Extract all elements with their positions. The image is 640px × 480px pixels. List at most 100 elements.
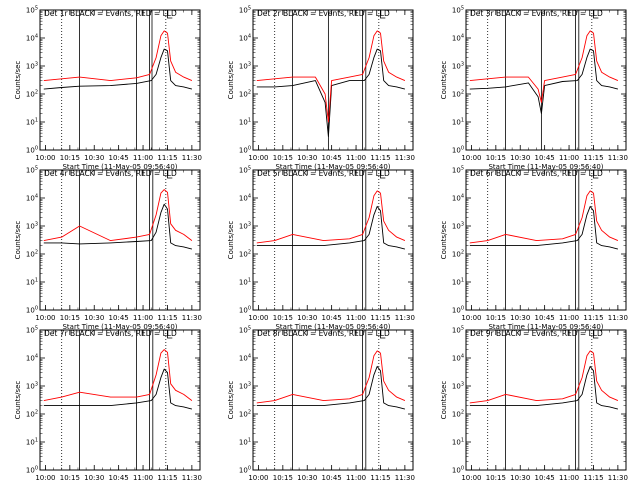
y-tick-label: 101 [452,118,464,127]
events-series-line [469,365,619,410]
x-tick-label: 11:30 [608,474,628,480]
chart-panel-2: 100 101 102 103 104 105 10:00 10:15 10:30 10:45 11… [227,6,415,172]
x-tick-label: 10:00 [461,474,481,480]
x-tick-label: 10:45 [322,314,342,322]
plot-frame [39,169,201,311]
x-tick-label: 10:00 [248,314,268,322]
y-tick-label: 100 [452,146,464,155]
x-tick-label: 11:00 [559,314,579,322]
y-tick-label: 103 [239,62,251,71]
x-tick-label: 10:45 [535,314,555,322]
x-tick-label: 11:00 [133,474,153,480]
x-tick-label: 10:30 [84,314,104,322]
x-tick-label: 11:00 [346,154,366,162]
y-tick-label: 102 [239,410,251,419]
x-tick-label: 10:15 [60,154,80,162]
y-axis-label: Counts/sec [14,381,22,420]
chart-title: Det 9r BLACK = Events, RED = LLD [470,329,603,338]
x-tick-label: 11:00 [559,474,579,480]
bracket-marker [167,171,173,179]
x-tick-label: 11:00 [559,154,579,162]
chart-title: Det 1r BLACK = Events, RED = LLD [44,9,177,18]
x-tick-label: 11:30 [182,314,202,322]
y-axis-label: Counts/sec [227,381,235,420]
events-series-line [469,48,619,115]
y-tick-label: 100 [239,306,251,315]
bracket-marker [380,11,386,19]
y-tick-label: 105 [239,326,251,335]
y-axis-label: Counts/sec [440,381,448,420]
bracket-marker [593,11,599,19]
bracket-marker [167,11,173,19]
chart-panel-1: 100 101 102 103 104 105 10:00 10:15 10:30 10:45 11… [14,6,202,172]
chart-panel-3: 100 101 102 103 104 105 10:00 10:15 10:30 10:45 11… [440,6,628,172]
bracket-marker [593,331,599,339]
x-tick-label: 10:30 [510,474,530,480]
lld-series-line [256,190,406,244]
y-axis-label: Counts/sec [440,221,448,260]
y-tick-label: 102 [452,410,464,419]
chart-title: Det 7r BLACK = Events, RED = LLD [44,329,177,338]
x-axis-label: Start Time (11-May-05 09:56:40) [275,163,390,171]
plot-frame [39,329,201,471]
x-tick-label: 11:30 [395,314,415,322]
chart-panel-6: 100 101 102 103 104 105 10:00 10:15 10:30 10:45 11… [440,166,628,332]
y-tick-label: 105 [452,166,464,175]
y-tick-label: 102 [452,90,464,99]
y-axis-label: Counts/sec [14,61,22,100]
lld-series-line [469,350,619,404]
y-tick-label: 102 [452,250,464,259]
y-tick-label: 103 [26,222,38,231]
y-tick-label: 104 [452,194,464,203]
x-tick-label: 11:00 [346,474,366,480]
x-tick-label: 10:45 [322,474,342,480]
y-tick-label: 105 [239,6,251,15]
y-tick-label: 104 [452,34,464,43]
chart-panel-4: 100 101 102 103 104 105 10:00 10:15 10:30 10:45 11… [14,166,202,332]
y-tick-label: 100 [239,146,251,155]
x-tick-label: 10:30 [510,314,530,322]
y-tick-label: 100 [26,306,38,315]
events-series-line [256,205,406,250]
chart-panel-7: 100 101 102 103 104 105 10:00 10:15 10:30 10:45 11… [14,326,202,480]
x-tick-label: 10:45 [322,154,342,162]
x-tick-label: 10:15 [486,154,506,162]
plot-frame [465,329,627,471]
y-tick-label: 102 [26,90,38,99]
y-tick-label: 102 [26,410,38,419]
y-tick-label: 103 [452,222,464,231]
events-series-line [256,48,406,138]
x-tick-label: 10:45 [535,154,555,162]
chart-title: Det 3r BLACK = Events, RED = LLD [470,9,603,18]
y-tick-label: 101 [26,438,38,447]
y-tick-label: 101 [452,278,464,287]
x-tick-label: 11:15 [157,154,177,162]
x-tick-label: 10:00 [461,154,481,162]
x-axis-label: Start Time (11-May-05 09:56:40) [62,323,177,331]
x-tick-label: 10:30 [297,154,317,162]
y-tick-label: 103 [452,382,464,391]
y-tick-label: 103 [452,62,464,71]
x-tick-label: 10:00 [248,154,268,162]
chart-title: Det 6r BLACK = Events, RED = LLD [470,169,603,178]
events-series-line [43,48,193,90]
y-tick-label: 105 [26,166,38,175]
y-tick-label: 104 [239,354,251,363]
x-tick-label: 11:30 [395,154,415,162]
x-axis-label: Start Time (11-May-05 09:56:40) [62,163,177,171]
y-tick-label: 101 [452,438,464,447]
y-tick-label: 101 [239,118,251,127]
x-tick-label: 10:00 [35,474,55,480]
y-tick-label: 105 [452,326,464,335]
plot-frame [252,169,414,311]
x-tick-label: 10:00 [248,474,268,480]
y-tick-label: 102 [239,250,251,259]
x-axis-label: Start Time (11-May-05 09:56:40) [488,323,603,331]
x-tick-label: 10:15 [486,474,506,480]
y-tick-label: 105 [26,326,38,335]
x-tick-label: 10:15 [273,314,293,322]
lld-series-line [43,349,193,402]
plot-frame [465,9,627,151]
x-tick-label: 11:15 [583,474,603,480]
